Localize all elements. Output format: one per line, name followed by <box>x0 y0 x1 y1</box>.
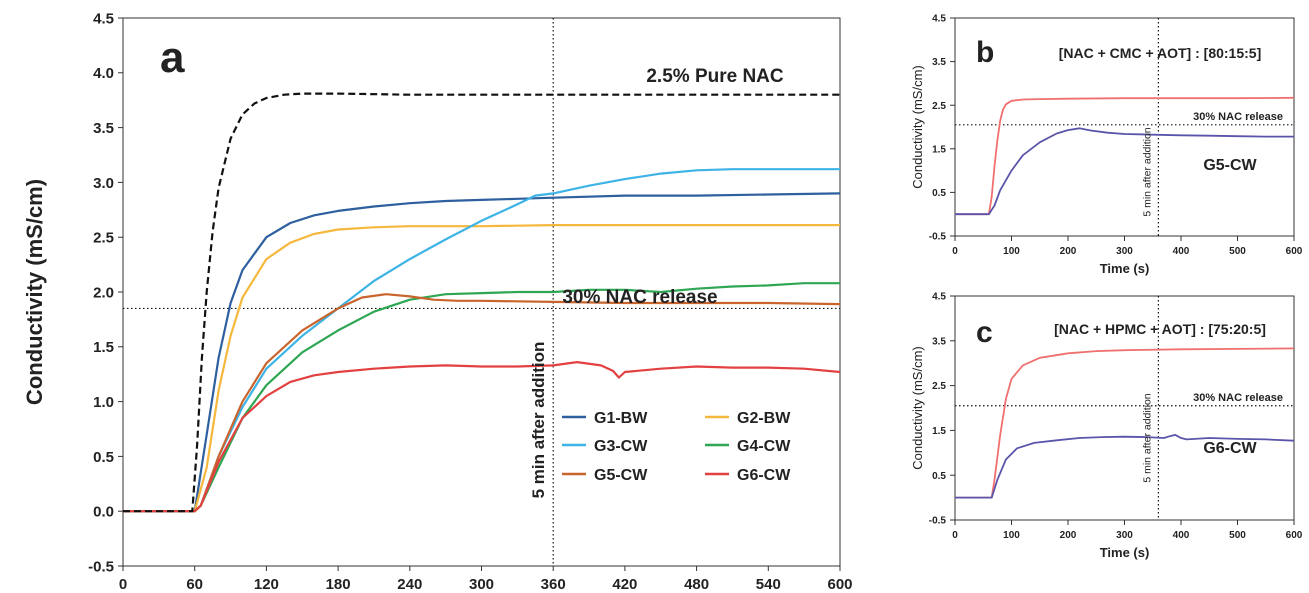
x-tick-label: 200 <box>1060 530 1077 541</box>
legend: G1-BW G2-BW G3-CW G4-CW G5-CW G6-CW <box>562 410 791 484</box>
series-line-g3-cw <box>123 168 840 513</box>
series-line-g6-cw <box>123 361 841 513</box>
chart-panel-b: -0.5 0.5 1.5 2.5 3.5 4.5 0 100 200 300 400 500 600 Ti… <box>910 14 1303 276</box>
y-tick-label: 4.5 <box>932 14 946 25</box>
release-annotation: 30% NAC release <box>562 287 717 308</box>
y-tick-label: 4.5 <box>93 10 114 27</box>
series-line-g5-cw <box>123 293 841 513</box>
x-tick-label: 500 <box>1229 246 1246 257</box>
x-tick-label: 600 <box>1286 246 1303 257</box>
legend-entry: G6-CW <box>737 467 791 484</box>
x-tick-label: 100 <box>1003 530 1020 541</box>
legend-entry: G3-CW <box>594 438 648 455</box>
panel-letter: c <box>976 316 993 349</box>
y-tick-label: 3.0 <box>93 175 114 192</box>
x-tick-label: 100 <box>1003 246 1020 257</box>
x-tick-label: 500 <box>1229 530 1246 541</box>
y-tick-label: 1.0 <box>93 394 114 411</box>
y-tick-label: 0.5 <box>93 449 114 466</box>
y-tick-label: 0.5 <box>932 188 946 199</box>
x-tick-label: 60 <box>186 576 203 593</box>
y-tick-label: 2.5 <box>93 230 114 247</box>
x-tick-label: 240 <box>397 576 422 593</box>
series-line-reference-0 <box>955 347 1295 499</box>
x-tick-label: 300 <box>1116 530 1133 541</box>
y-tick-label: 4.5 <box>932 292 946 303</box>
chart-panel-c: -0.5 0.5 1.5 2.5 3.5 4.5 0 100 200 300 400 500 600 Ti… <box>910 292 1303 560</box>
chart-panel-a: -0.5 0.0 0.5 1.0 1.5 2.0 2.5 3.0 3.5 4.0 4.5 0 60 120… <box>22 10 853 593</box>
x-tick-label: 0 <box>952 246 958 257</box>
y-tick-label: 3.5 <box>93 120 114 137</box>
x-axis-label: Time (s) <box>1100 261 1150 276</box>
series-line-g6-cw <box>955 433 1295 499</box>
y-tick-label: -0.5 <box>929 232 947 243</box>
release-annotation: 30% NAC release <box>1193 392 1283 404</box>
y-tick-label: 4.0 <box>93 65 114 82</box>
legend-entry: G4-CW <box>737 438 791 455</box>
panel-letter: b <box>976 36 994 69</box>
panel-letter: a <box>160 33 185 82</box>
formula-label: [NAC + HPMC + AOT] : [75:20:5] <box>1054 321 1266 337</box>
x-tick-label: 540 <box>756 576 781 593</box>
series-line-g4-cw <box>123 282 840 513</box>
x-tick-label: 360 <box>541 576 566 593</box>
x-axis-label: Time (s) <box>1100 545 1150 560</box>
five-minute-annotation: 5 min after addition <box>529 342 548 499</box>
x-tick-label: 300 <box>1116 246 1133 257</box>
x-tick-label: 600 <box>827 576 852 593</box>
formula-label: [NAC + CMC + AOT] : [80:15:5] <box>1059 45 1262 61</box>
series-label: G5-CW <box>1203 157 1257 174</box>
y-tick-label: 2.5 <box>932 381 946 392</box>
y-tick-label: 3.5 <box>932 57 946 68</box>
x-tick-label: 120 <box>254 576 279 593</box>
x-tick-label: 420 <box>612 576 637 593</box>
y-tick-label: 2.5 <box>932 101 946 112</box>
series-label: G6-CW <box>1203 440 1257 457</box>
y-axis-label: Conductivity (mS/cm) <box>910 65 925 189</box>
pure-nac-annotation: 2.5% Pure NAC <box>646 66 784 87</box>
x-tick-label: 180 <box>326 576 351 593</box>
x-tick-label: 0 <box>952 530 958 541</box>
y-axis-label: Conductivity (mS/cm) <box>22 179 47 405</box>
legend-entry: G2-BW <box>737 410 791 427</box>
y-tick-label: -0.5 <box>88 558 114 575</box>
y-tick-label: 0.0 <box>93 504 114 521</box>
y-tick-label: 1.5 <box>932 426 946 437</box>
legend-entry: G1-BW <box>594 410 648 427</box>
y-tick-label: 1.5 <box>932 144 946 155</box>
x-tick-label: 480 <box>684 576 709 593</box>
series-line-g1-bw <box>123 192 841 513</box>
series-line-g5-cw <box>955 127 1294 216</box>
x-tick-label: 300 <box>469 576 494 593</box>
y-tick-label: 0.5 <box>932 471 946 482</box>
five-minute-annotation: 5 min after addition <box>1141 127 1153 216</box>
legend-entry: G5-CW <box>594 467 648 484</box>
release-annotation: 30% NAC release <box>1193 111 1283 123</box>
y-tick-label: 3.5 <box>932 336 946 347</box>
x-tick-label: 400 <box>1173 530 1190 541</box>
y-tick-label: 1.5 <box>93 339 114 356</box>
series-line-reference-0 <box>955 96 1295 216</box>
y-tick-label: 2.0 <box>93 284 114 301</box>
series-line-g2-bw <box>123 224 840 513</box>
x-tick-label: 600 <box>1286 530 1303 541</box>
x-tick-label: 400 <box>1173 246 1190 257</box>
y-axis-label: Conductivity (mS/cm) <box>910 346 925 470</box>
y-tick-label: -0.5 <box>929 516 947 527</box>
x-tick-label: 0 <box>119 576 127 593</box>
x-tick-label: 200 <box>1060 246 1077 257</box>
five-minute-annotation: 5 min after addition <box>1141 393 1153 482</box>
series-line-reference-6 <box>123 92 840 513</box>
